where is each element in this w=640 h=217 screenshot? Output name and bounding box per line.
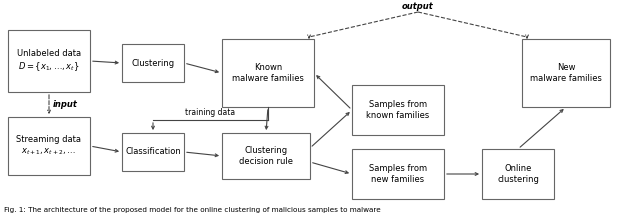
FancyBboxPatch shape: [222, 39, 314, 107]
FancyBboxPatch shape: [122, 44, 184, 82]
FancyBboxPatch shape: [482, 149, 554, 199]
Text: output: output: [402, 2, 434, 11]
FancyBboxPatch shape: [352, 85, 444, 135]
Text: Samples from
new families: Samples from new families: [369, 164, 427, 184]
Text: input: input: [53, 100, 78, 109]
FancyBboxPatch shape: [8, 30, 90, 92]
FancyBboxPatch shape: [352, 149, 444, 199]
Text: Fig. 1: The architecture of the proposed model for the online clustering of mali: Fig. 1: The architecture of the proposed…: [4, 207, 381, 213]
FancyBboxPatch shape: [522, 39, 610, 107]
Text: Samples from
known families: Samples from known families: [366, 100, 429, 120]
Text: Classification: Classification: [125, 148, 181, 156]
Text: Clustering: Clustering: [131, 59, 175, 67]
Text: Clustering
decision rule: Clustering decision rule: [239, 146, 293, 166]
FancyBboxPatch shape: [222, 133, 310, 179]
FancyBboxPatch shape: [8, 117, 90, 175]
FancyBboxPatch shape: [122, 133, 184, 171]
Text: Streaming data
$x_{t+1},x_{t+2},\ldots$: Streaming data $x_{t+1},x_{t+2},\ldots$: [17, 135, 81, 157]
Text: Known
malware families: Known malware families: [232, 63, 304, 83]
Text: Online
clustering: Online clustering: [497, 164, 539, 184]
Text: New
malware families: New malware families: [530, 63, 602, 83]
Text: Unlabeled data
$D = \{x_1,\ldots,x_t\}$: Unlabeled data $D = \{x_1,\ldots,x_t\}$: [17, 49, 81, 73]
Text: training data: training data: [186, 108, 236, 117]
